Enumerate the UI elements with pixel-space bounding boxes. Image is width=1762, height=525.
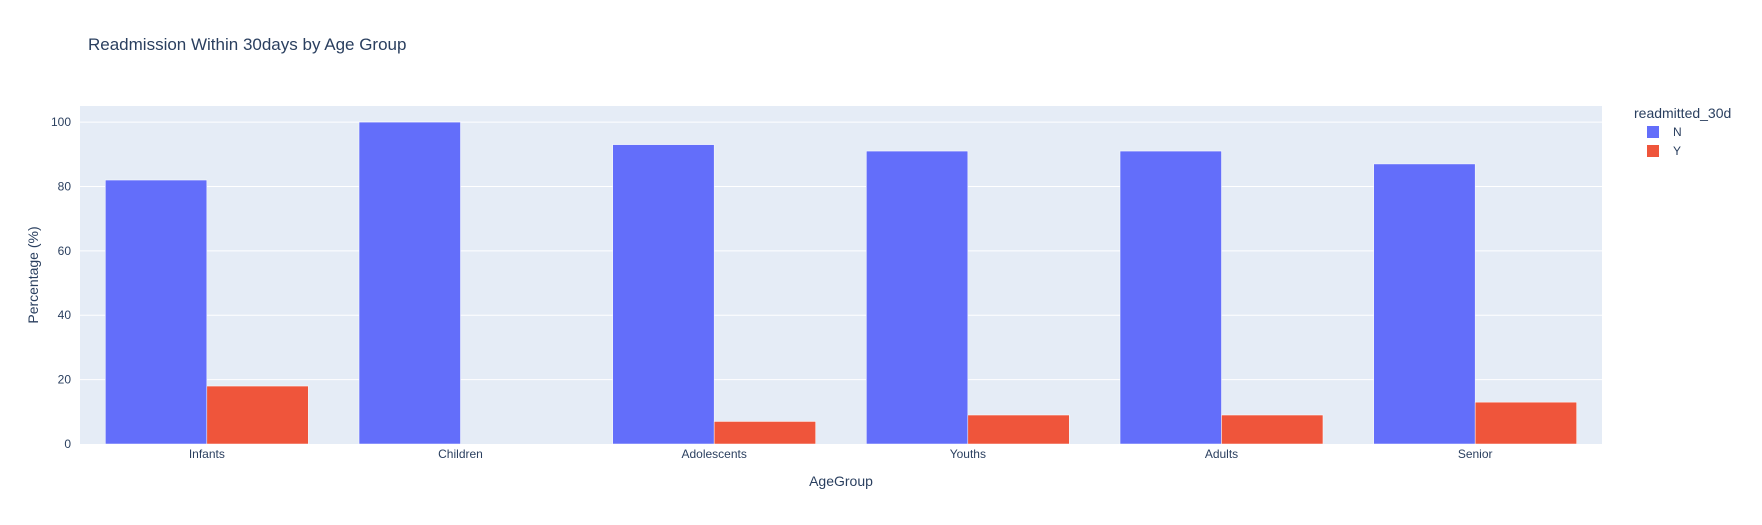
y-tick-label: 40 [58, 308, 72, 322]
x-tick-label: Senior [1458, 447, 1493, 461]
bar-n-children[interactable] [358, 121, 461, 445]
bar-y-adults[interactable] [1221, 414, 1324, 445]
legend-item-y[interactable]: Y [1647, 144, 1681, 158]
x-axis-title: AgeGroup [809, 473, 873, 489]
plot-area [80, 106, 1602, 444]
legend-swatch [1647, 145, 1659, 157]
y-axis-title: Percentage (%) [25, 226, 41, 323]
legend-items[interactable]: NY [1647, 125, 1682, 158]
legend-title: readmitted_30d [1634, 105, 1731, 121]
y-tick-label: 0 [64, 437, 71, 451]
y-tick-label: 60 [58, 244, 72, 258]
y-tick-label: 20 [58, 373, 72, 387]
x-tick-label: Youths [950, 447, 986, 461]
y-tick-label: 80 [58, 179, 72, 193]
bar-n-infants[interactable] [105, 179, 208, 445]
legend-swatch [1647, 126, 1659, 138]
bar-y-adolescents[interactable] [713, 421, 816, 445]
bar-y-senior[interactable] [1474, 401, 1577, 445]
x-tick-label: Infants [189, 447, 225, 461]
y-tick-label: 100 [51, 115, 71, 129]
x-tick-label: Children [438, 447, 483, 461]
chart-title: Readmission Within 30days by Age Group [88, 35, 406, 54]
legend-label: Y [1673, 144, 1681, 158]
bar-y-infants[interactable] [206, 385, 309, 445]
y-axis-ticks: 0 20 40 60 80 100 [51, 115, 71, 451]
x-axis-ticks: Infants Children Adolescents Youths Adults Se… [189, 447, 1493, 461]
bar-n-adults[interactable] [1119, 150, 1222, 445]
legend-label: N [1673, 125, 1682, 139]
bars [105, 121, 1577, 445]
x-tick-label: Adolescents [681, 447, 746, 461]
legend-item-n[interactable]: N [1647, 125, 1682, 139]
bar-n-youths[interactable] [866, 150, 969, 445]
bar-n-adolescents[interactable] [612, 144, 715, 445]
gridlines [80, 121, 1602, 381]
bar-n-senior[interactable] [1373, 163, 1476, 445]
legend[interactable]: readmitted_30d NY [1634, 105, 1731, 158]
x-tick-label: Adults [1205, 447, 1238, 461]
bar-y-youths[interactable] [967, 414, 1070, 445]
